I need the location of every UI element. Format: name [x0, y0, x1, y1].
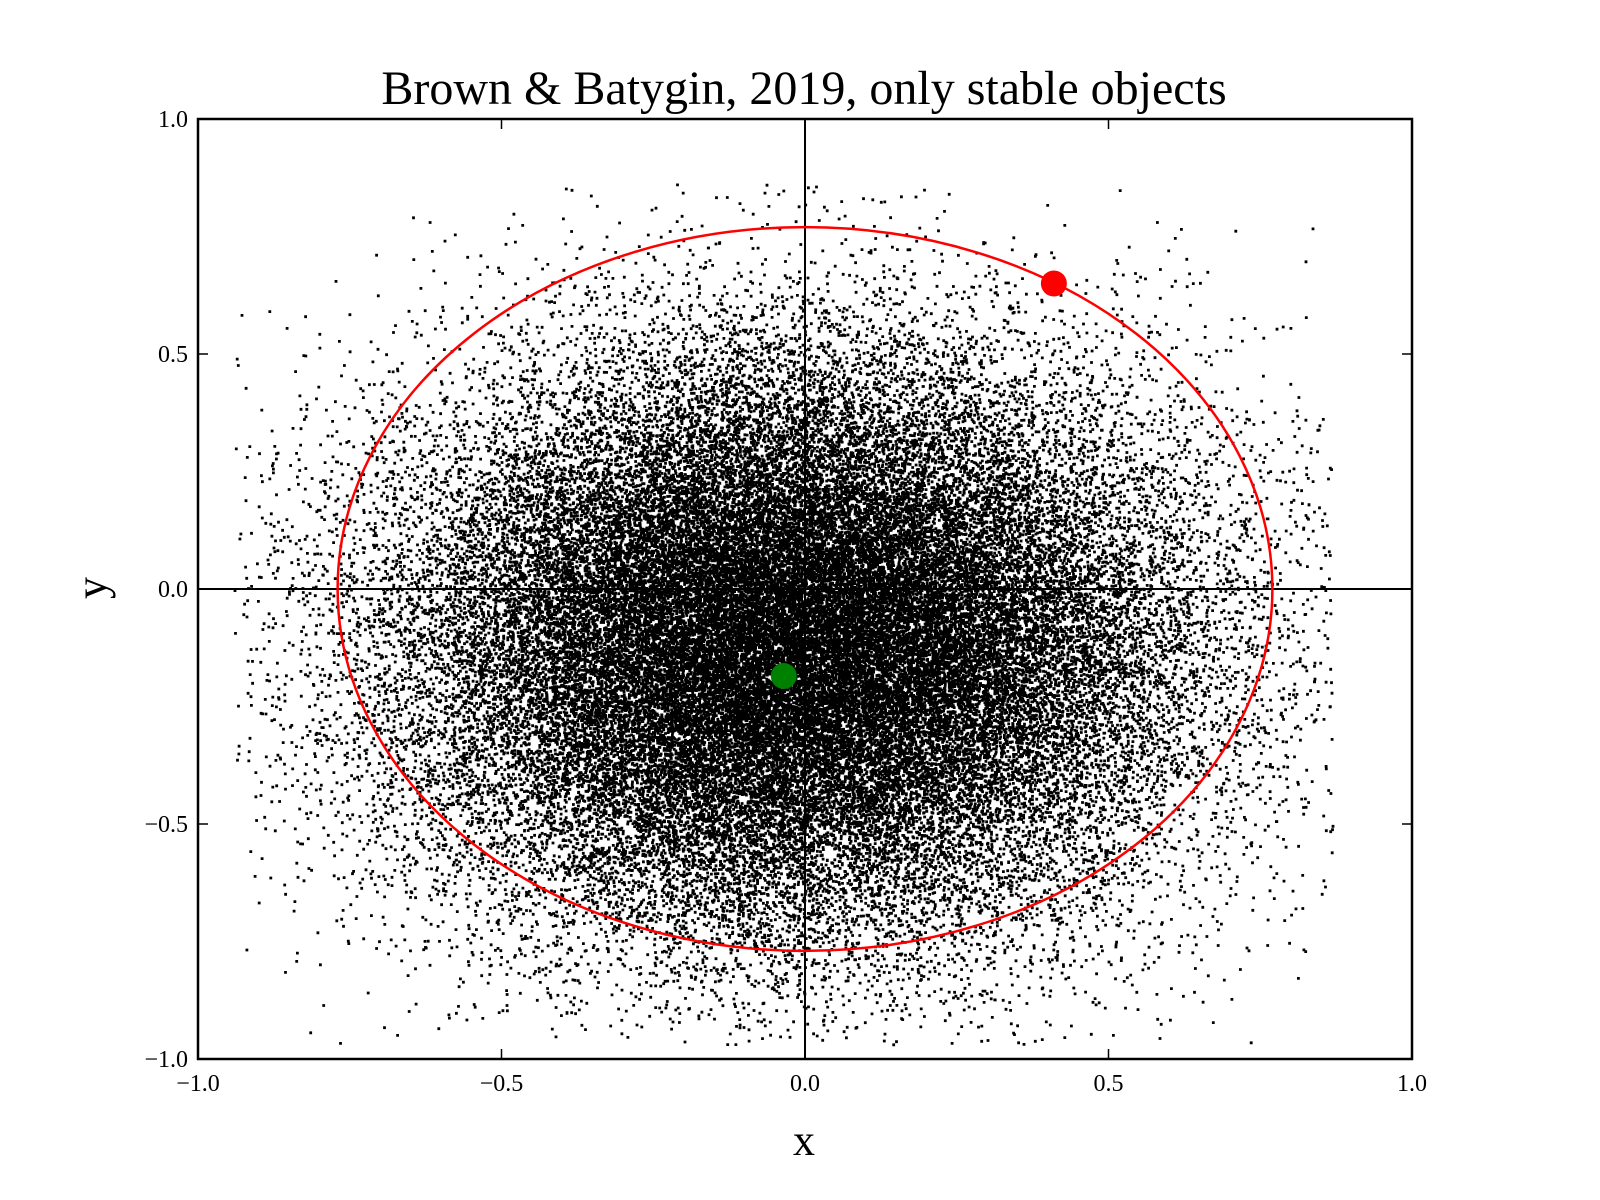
- planet-marker: [1040, 270, 1067, 297]
- point-cloud: [233, 183, 1335, 1047]
- x-tick-label: −0.5: [480, 1071, 524, 1097]
- y-axis-label: y: [67, 577, 116, 599]
- y-tick-labels: −1.0 −0.5 0.0 0.5 1.0: [144, 107, 188, 1073]
- y-tick-label: 0.0: [158, 577, 188, 603]
- chart-title: Brown & Batygin, 2019, only stable objec…: [381, 62, 1226, 115]
- axis-ticks: [197, 118, 1413, 1060]
- scatter-points: [233, 183, 1335, 1047]
- markers: [770, 270, 1067, 689]
- x-axis-label: x: [793, 1116, 815, 1165]
- y-tick-label: 0.5: [158, 342, 188, 368]
- x-tick-label: 0.5: [1094, 1071, 1124, 1097]
- x-tick-label: 0.0: [790, 1071, 820, 1097]
- y-tick-label: −0.5: [144, 812, 188, 838]
- orbit-ellipse: [336, 225, 1274, 953]
- y-tick-label: −1.0: [144, 1047, 188, 1073]
- x-tick-labels: −1.0 −0.5 0.0 0.5 1.0: [176, 1071, 1427, 1097]
- center-marker: [770, 662, 797, 689]
- x-tick-label: 1.0: [1397, 1071, 1427, 1097]
- y-tick-label: 1.0: [158, 107, 188, 133]
- x-tick-label: −1.0: [176, 1071, 220, 1097]
